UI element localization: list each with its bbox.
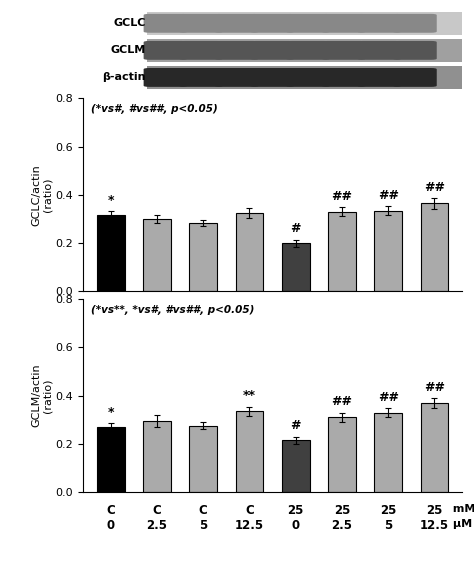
- Text: ##: ##: [378, 189, 399, 202]
- FancyBboxPatch shape: [179, 14, 223, 33]
- Bar: [282, 440, 310, 492]
- Text: 5: 5: [199, 519, 207, 532]
- FancyBboxPatch shape: [357, 68, 401, 87]
- FancyBboxPatch shape: [215, 68, 258, 87]
- Bar: [236, 411, 263, 492]
- Bar: [97, 216, 125, 291]
- Text: 12.5: 12.5: [420, 519, 449, 532]
- FancyBboxPatch shape: [322, 41, 365, 60]
- Y-axis label: GCLM/actin
(ratio): GCLM/actin (ratio): [31, 364, 53, 427]
- FancyBboxPatch shape: [286, 41, 330, 60]
- FancyBboxPatch shape: [147, 12, 462, 35]
- Bar: [328, 212, 356, 291]
- Y-axis label: GCLC/actin
(ratio): GCLC/actin (ratio): [31, 164, 53, 226]
- Bar: [420, 203, 448, 291]
- FancyBboxPatch shape: [286, 68, 330, 87]
- FancyBboxPatch shape: [322, 68, 365, 87]
- FancyBboxPatch shape: [286, 14, 330, 33]
- Text: GCLM: GCLM: [110, 46, 146, 55]
- Text: C: C: [106, 504, 115, 517]
- Text: GCLC: GCLC: [113, 18, 146, 28]
- FancyBboxPatch shape: [179, 41, 223, 60]
- Text: #: #: [291, 222, 301, 235]
- Text: ##: ##: [331, 190, 352, 203]
- Text: 25: 25: [334, 504, 350, 517]
- Text: C: C: [245, 504, 254, 517]
- Bar: [189, 222, 217, 291]
- FancyBboxPatch shape: [215, 14, 258, 33]
- Text: μM H₂S: μM H₂S: [449, 519, 474, 529]
- Text: 25: 25: [380, 504, 396, 517]
- Text: *: *: [108, 193, 114, 207]
- Text: C: C: [199, 504, 208, 517]
- Bar: [328, 418, 356, 492]
- FancyBboxPatch shape: [147, 66, 462, 89]
- Text: 0: 0: [107, 519, 115, 532]
- Text: (*vs**, *vs#, #vs##, p<0.05): (*vs**, *vs#, #vs##, p<0.05): [91, 305, 254, 315]
- Text: ##: ##: [331, 395, 352, 408]
- Text: #: #: [291, 419, 301, 432]
- Text: 25: 25: [288, 504, 304, 517]
- Text: ##: ##: [424, 181, 445, 193]
- FancyBboxPatch shape: [357, 41, 401, 60]
- FancyBboxPatch shape: [251, 14, 294, 33]
- FancyBboxPatch shape: [251, 41, 294, 60]
- Bar: [143, 421, 171, 492]
- FancyBboxPatch shape: [147, 39, 462, 62]
- FancyBboxPatch shape: [322, 14, 365, 33]
- Text: 2.5: 2.5: [331, 519, 352, 532]
- Text: ##: ##: [424, 381, 445, 394]
- Text: **: **: [243, 389, 256, 402]
- FancyBboxPatch shape: [251, 68, 294, 87]
- Text: C: C: [153, 504, 161, 517]
- Bar: [282, 243, 310, 291]
- Text: mM Glucose: mM Glucose: [449, 504, 474, 514]
- Text: 0: 0: [292, 519, 300, 532]
- Text: *: *: [108, 406, 114, 419]
- FancyBboxPatch shape: [357, 14, 401, 33]
- Text: 12.5: 12.5: [235, 519, 264, 532]
- FancyBboxPatch shape: [393, 68, 437, 87]
- Text: ##: ##: [378, 391, 399, 404]
- FancyBboxPatch shape: [393, 14, 437, 33]
- FancyBboxPatch shape: [144, 14, 187, 33]
- Bar: [97, 427, 125, 492]
- Bar: [374, 413, 402, 492]
- FancyBboxPatch shape: [144, 68, 187, 87]
- FancyBboxPatch shape: [179, 68, 223, 87]
- FancyBboxPatch shape: [144, 41, 187, 60]
- Text: 25: 25: [426, 504, 443, 517]
- Bar: [420, 403, 448, 492]
- Bar: [143, 219, 171, 291]
- Text: β-actin: β-actin: [102, 72, 146, 83]
- FancyBboxPatch shape: [393, 41, 437, 60]
- Bar: [189, 426, 217, 492]
- Text: 5: 5: [384, 519, 392, 532]
- Text: 2.5: 2.5: [146, 519, 167, 532]
- Text: (*vs#, #vs##, p<0.05): (*vs#, #vs##, p<0.05): [91, 104, 217, 114]
- Bar: [374, 211, 402, 291]
- Bar: [236, 213, 263, 291]
- FancyBboxPatch shape: [215, 41, 258, 60]
